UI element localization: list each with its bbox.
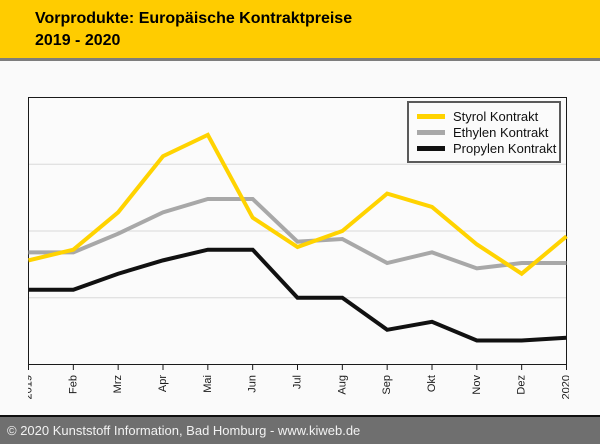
footer-bar: © 2020 Kunststoff Information, Bad Hombu… [0, 415, 600, 444]
x-tick-label: Okt [426, 375, 438, 392]
series-line-styrol [28, 132, 568, 277]
propylen-line-swatch-icon [417, 145, 445, 151]
legend-item-styrol: Styrol Kontrakt [417, 108, 553, 124]
series-line-ethylen [28, 196, 567, 271]
legend-label-styrol: Styrol Kontrakt [453, 108, 539, 124]
chart-legend: Styrol Kontrakt Ethylen Kontrakt Propyle… [407, 101, 561, 163]
x-tick-label: Dez [516, 375, 528, 395]
x-tick-label: Nov [471, 375, 483, 395]
page-title-line2: 2019 - 2020 [35, 32, 121, 49]
series-line-propylen [28, 247, 567, 343]
x-tick-label: Mrz [112, 375, 124, 393]
x-tick-label: Jul [292, 375, 304, 389]
x-tick-label: Sep [381, 375, 393, 395]
x-tick-label: 2019 [28, 375, 35, 399]
x-tick-label: Jun [247, 375, 259, 393]
legend-label-propylen: Propylen Kontrakt [453, 140, 557, 156]
legend-label-ethylen: Ethylen Kontrakt [453, 124, 549, 140]
legend-item-propylen: Propylen Kontrakt [417, 140, 557, 156]
legend-item-ethylen: Ethylen Kontrakt [417, 124, 553, 140]
header-banner: Vorprodukte: Europäische Kontraktpreise … [0, 0, 600, 58]
header-divider [0, 58, 600, 61]
styrol-line-swatch-icon [417, 113, 445, 119]
footer-copyright: © 2020 Kunststoff Information, Bad Hombu… [7, 423, 361, 438]
x-tick-label: 2020 [561, 375, 570, 399]
x-tick-label: Mai [202, 375, 214, 393]
x-tick-label: Feb [67, 375, 79, 394]
x-tick-label: Aug [336, 375, 348, 395]
page-title-line1: Vorprodukte: Europäische Kontraktpreise [35, 10, 353, 27]
x-tick-label: Apr [157, 375, 169, 392]
ethylen-line-swatch-icon [417, 129, 445, 135]
